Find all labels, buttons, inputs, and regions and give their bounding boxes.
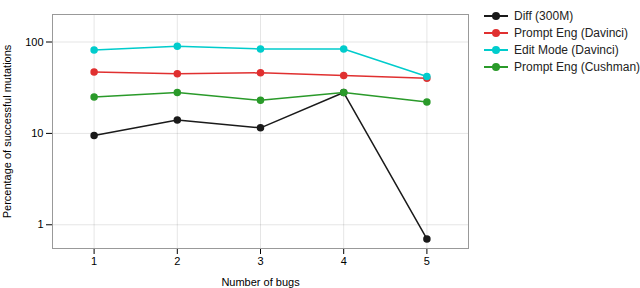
svg-text:1: 1 (91, 255, 97, 267)
svg-text:Number of bugs: Number of bugs (221, 276, 300, 288)
svg-text:1: 1 (37, 218, 43, 230)
svg-text:100: 100 (25, 36, 43, 48)
html-text:Prompt Eng (Cushman): Prompt Eng (Cushman) (514, 60, 640, 74)
html-text:Diff (300M): Diff (300M) (514, 9, 574, 23)
svg-text:3: 3 (257, 255, 263, 267)
svg-text:4: 4 (341, 255, 347, 267)
svg-text:2: 2 (174, 255, 180, 267)
svg-text:10: 10 (31, 127, 43, 139)
svg-text:5: 5 (424, 255, 430, 267)
html-text:Prompt Eng (Davinci): Prompt Eng (Davinci) (514, 26, 628, 40)
html-text:Edit Mode (Davinci): Edit Mode (Davinci) (514, 43, 619, 57)
svg-text:Percentage of successful mutat: Percentage of successful mutations (1, 44, 13, 218)
